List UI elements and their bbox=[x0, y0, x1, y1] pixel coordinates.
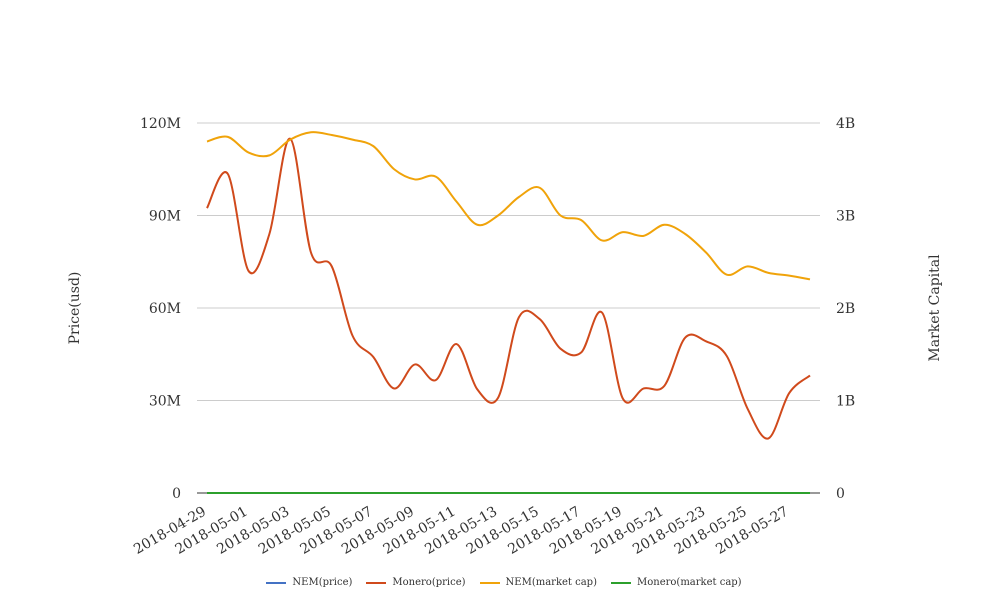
legend-label: Monero(price) bbox=[392, 577, 466, 588]
left-tick-label: 30M bbox=[149, 394, 181, 410]
left-axis-title: Price(usd) bbox=[67, 272, 83, 345]
left-tick-label: 90M bbox=[149, 209, 181, 225]
legend-swatch bbox=[479, 581, 500, 584]
legend-item-monero-market-cap[interactable]: Monero(market cap) bbox=[611, 577, 742, 588]
x-axis-ticks: 2018-04-292018-05-012018-05-032018-05-05… bbox=[131, 504, 791, 558]
series-line-monero-price bbox=[206, 137, 811, 440]
left-tick-label: 0 bbox=[172, 486, 181, 502]
legend-label: NEM(market cap) bbox=[505, 577, 597, 588]
left-axis-ticks: 0 30M 60M 90M 120M bbox=[140, 116, 181, 502]
legend-item-monero-price[interactable]: Monero(price) bbox=[366, 577, 466, 588]
legend-item-nem-price[interactable]: NEM(price) bbox=[266, 577, 352, 588]
right-axis-title: Market Capital bbox=[927, 254, 943, 362]
gridlines bbox=[197, 122, 820, 401]
series-lines bbox=[206, 131, 811, 495]
legend-label: Monero(market cap) bbox=[637, 577, 742, 588]
legend-label: NEM(price) bbox=[292, 577, 353, 588]
legend-swatch bbox=[366, 581, 387, 584]
right-tick-label: 0 bbox=[836, 486, 845, 502]
legend: NEM(price) Monero(price) NEM(market cap) Mo… bbox=[0, 577, 1008, 588]
legend-item-nem-market-cap[interactable]: NEM(market cap) bbox=[479, 577, 597, 588]
series-line-nem-market-cap bbox=[206, 131, 811, 281]
right-tick-label: 1B bbox=[836, 394, 855, 410]
legend-swatch bbox=[266, 581, 287, 584]
left-tick-label: 120M bbox=[140, 116, 181, 132]
right-axis-ticks: 0 1B 2B 3B 4B bbox=[836, 116, 855, 502]
legend-swatch bbox=[611, 581, 631, 584]
right-tick-label: 2B bbox=[836, 301, 855, 317]
right-tick-label: 4B bbox=[836, 116, 855, 132]
right-tick-label: 3B bbox=[836, 209, 855, 225]
left-tick-label: 60M bbox=[149, 301, 181, 317]
